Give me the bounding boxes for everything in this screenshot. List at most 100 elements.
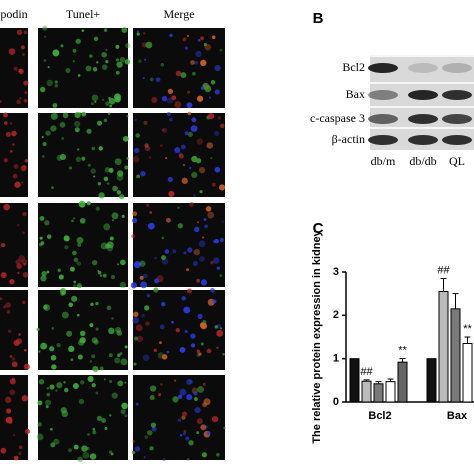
cell — [74, 120, 81, 127]
cell — [11, 130, 17, 137]
cell — [60, 44, 64, 48]
cell — [23, 262, 27, 266]
cell — [103, 378, 106, 381]
cell — [190, 125, 198, 133]
cell — [42, 25, 48, 31]
cell — [188, 379, 194, 384]
cell — [21, 181, 24, 184]
cell — [77, 148, 80, 151]
cell — [18, 68, 24, 75]
cell — [116, 170, 124, 177]
cell — [197, 221, 200, 224]
cell — [139, 275, 144, 280]
cell — [216, 266, 220, 270]
cell — [110, 452, 114, 456]
cell — [208, 96, 212, 99]
cell — [14, 181, 21, 188]
cell — [154, 256, 157, 260]
cell — [9, 378, 16, 385]
cell — [160, 62, 164, 67]
cell — [145, 41, 153, 49]
cell — [214, 89, 220, 95]
error-bar — [387, 378, 394, 382]
cell — [100, 242, 108, 250]
cell — [123, 135, 129, 142]
cell — [58, 274, 64, 280]
cell — [77, 243, 81, 247]
cell — [151, 96, 158, 103]
panel-label: B — [313, 10, 324, 27]
cell — [114, 158, 122, 166]
cell — [106, 241, 114, 249]
cell — [73, 280, 77, 284]
cell — [68, 166, 73, 170]
cell — [177, 223, 183, 229]
cell — [186, 288, 193, 294]
cell — [219, 237, 225, 243]
cell — [114, 357, 121, 364]
cell — [212, 239, 217, 244]
cell — [53, 438, 60, 445]
significance-label: ## — [437, 264, 450, 276]
micrograph — [133, 28, 225, 108]
cell — [194, 397, 198, 401]
cell — [51, 364, 57, 370]
lane-label: QL — [449, 154, 465, 168]
cell — [101, 51, 107, 58]
cell — [41, 155, 45, 158]
cell — [11, 357, 15, 361]
cell — [154, 278, 160, 284]
cell — [63, 381, 66, 384]
cell — [223, 426, 226, 429]
cell — [161, 127, 167, 133]
cell — [67, 448, 73, 453]
cell — [132, 217, 138, 224]
cell — [38, 350, 41, 353]
cell — [165, 157, 168, 160]
cell — [41, 271, 47, 277]
cell — [112, 185, 118, 192]
significance-label: ## — [360, 366, 373, 378]
cell — [77, 456, 83, 463]
cell — [184, 330, 188, 334]
cell — [18, 333, 21, 336]
cell — [81, 111, 87, 117]
cell — [149, 446, 154, 451]
blot-band — [442, 63, 472, 73]
cell — [214, 65, 221, 72]
cell — [99, 366, 104, 371]
cell — [75, 38, 81, 44]
cell — [89, 453, 97, 460]
cell — [142, 77, 145, 80]
cell — [131, 234, 136, 239]
cell — [143, 32, 146, 35]
cell — [119, 56, 126, 63]
cell — [175, 70, 182, 77]
panel-label: C — [313, 220, 324, 237]
cell — [44, 220, 50, 226]
cell — [196, 418, 203, 425]
cell — [15, 259, 21, 265]
y-tick-label: 2 — [333, 309, 339, 321]
cell — [186, 34, 190, 38]
cell — [9, 122, 13, 125]
bar-chart: 0 1 2 3 Bcl2 ## ** Bax ## ** — [333, 264, 474, 422]
cell — [212, 257, 220, 264]
cell — [38, 379, 45, 385]
cell — [197, 386, 205, 393]
cell — [212, 299, 217, 304]
cell — [183, 430, 187, 433]
cell — [171, 95, 177, 101]
cell — [211, 182, 216, 187]
cell — [62, 311, 69, 319]
cell — [10, 150, 13, 153]
cell — [49, 346, 55, 352]
cell — [133, 362, 137, 366]
cell — [131, 450, 136, 455]
cell — [45, 405, 49, 409]
cell — [25, 428, 31, 434]
cell — [74, 111, 81, 119]
cell — [68, 345, 75, 353]
cell — [210, 287, 215, 293]
cell — [108, 327, 115, 335]
